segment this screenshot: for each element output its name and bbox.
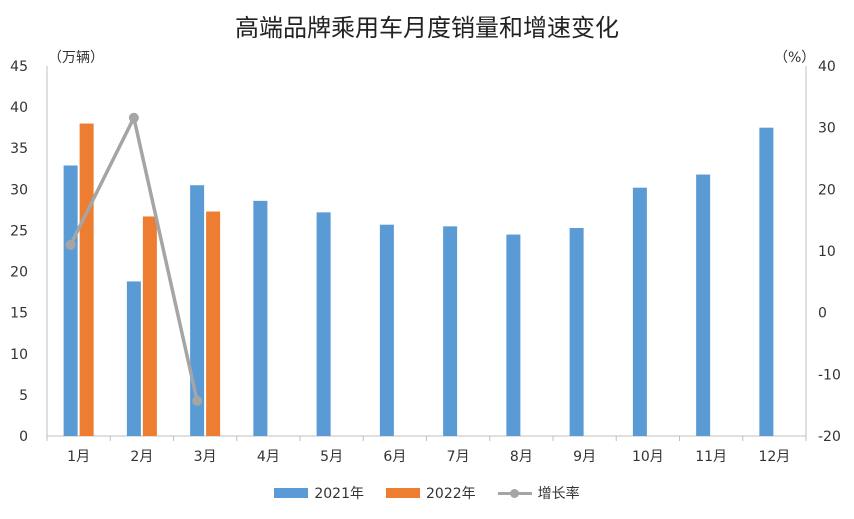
left-tick-label: 45 xyxy=(10,59,28,75)
left-tick-label: 40 xyxy=(10,100,28,116)
growth-point xyxy=(128,112,139,123)
right-tick-label: 30 xyxy=(818,121,836,137)
bar-2021 xyxy=(569,227,584,436)
bar-2021 xyxy=(506,234,521,436)
bar-2021 xyxy=(63,165,78,436)
legend-swatch-growth xyxy=(497,487,532,499)
x-tick-label: 1月 xyxy=(67,449,90,465)
legend-swatch-2022 xyxy=(386,488,420,498)
left-tick-label: 10 xyxy=(10,347,28,363)
right-tick-label: 40 xyxy=(818,59,836,75)
x-tick-label: 6月 xyxy=(383,449,406,465)
x-tick-label: 2月 xyxy=(130,449,153,465)
left-tick-label: 15 xyxy=(10,306,28,322)
x-tick-label: 7月 xyxy=(447,449,470,465)
left-tick-label: 35 xyxy=(10,141,28,157)
bar-2021 xyxy=(759,127,774,437)
bar-2021 xyxy=(126,281,141,436)
bar-2021 xyxy=(696,174,711,437)
bar-2022 xyxy=(142,216,157,436)
growth-point xyxy=(65,239,76,250)
legend-label-2022: 2022年 xyxy=(426,486,476,502)
growth-point xyxy=(192,395,203,406)
bar-2022 xyxy=(206,211,221,436)
growth-line xyxy=(65,112,203,406)
right-tick-label: -10 xyxy=(818,367,841,383)
left-tick-label: 30 xyxy=(10,182,28,198)
bar-2021 xyxy=(316,212,331,436)
left-tick-label: 25 xyxy=(10,223,28,239)
left-tick-label: 20 xyxy=(10,265,28,281)
x-tick-label: 10月 xyxy=(632,449,664,465)
legend-item-2022: 2022年 xyxy=(386,483,476,503)
axes: 0 5 10 15 20 25 30 35 40 45 -20 -10 0 10 20 30 40 1月 2月 3月 4… xyxy=(10,59,841,465)
bar-2021 xyxy=(190,185,205,436)
bar-2021 xyxy=(443,226,458,436)
right-tick-label: 20 xyxy=(818,182,836,198)
legend: 2021年 2022年 增长率 xyxy=(0,483,854,503)
legend-item-2021: 2021年 xyxy=(274,483,364,503)
x-tick-label: 3月 xyxy=(194,449,217,465)
x-tick-label: 4月 xyxy=(257,449,280,465)
bars xyxy=(63,123,774,437)
bar-2021 xyxy=(253,200,268,436)
right-tick-label: 10 xyxy=(818,244,836,260)
x-tick-label: 9月 xyxy=(573,449,596,465)
x-tick-label: 11月 xyxy=(695,449,727,465)
x-tick-label: 12月 xyxy=(758,449,790,465)
right-tick-label: -20 xyxy=(818,429,841,445)
bar-2021 xyxy=(379,224,394,436)
bar-2022 xyxy=(79,123,94,437)
left-axis-unit: （万辆） xyxy=(48,50,104,66)
bar-2021 xyxy=(632,187,647,436)
legend-swatch-2021 xyxy=(274,488,309,498)
right-tick-label: 0 xyxy=(818,306,827,322)
chart-title: 高端品牌乘用车月度销量和增速变化 xyxy=(235,14,619,42)
x-tick-label: 5月 xyxy=(320,449,343,465)
left-tick-label: 5 xyxy=(19,388,28,404)
right-axis-unit: （%） xyxy=(774,50,815,66)
legend-item-growth: 增长率 xyxy=(497,483,580,503)
left-tick-label: 0 xyxy=(19,429,28,445)
x-tick-label: 8月 xyxy=(510,449,533,465)
legend-label-growth: 增长率 xyxy=(537,486,580,502)
legend-label-2021: 2021年 xyxy=(314,486,364,502)
